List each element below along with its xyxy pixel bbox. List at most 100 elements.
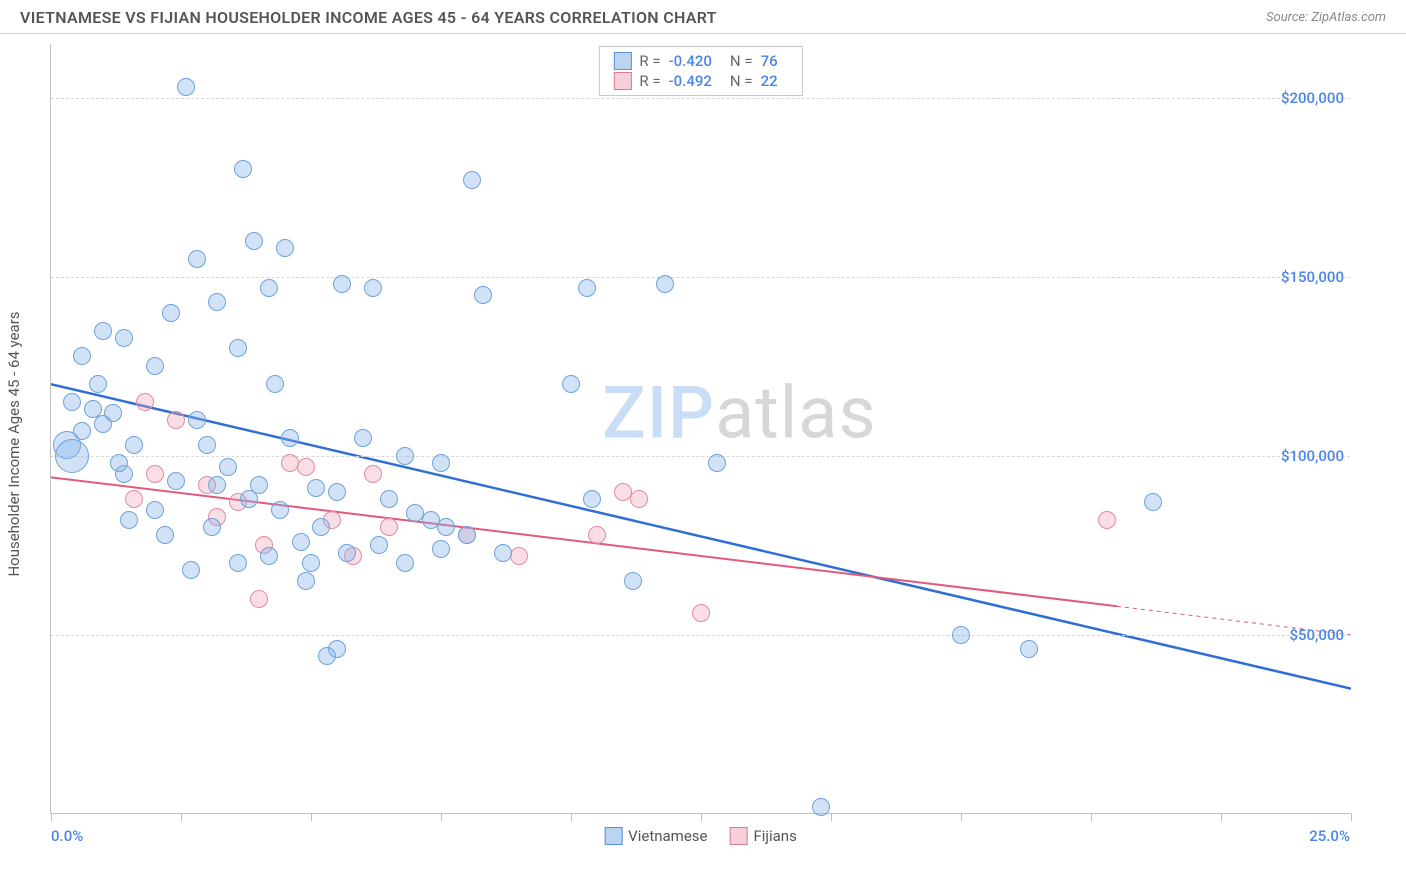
legend-row-pink: R = -0.492 N = 22 <box>613 71 787 91</box>
source-attribution: Source: ZipAtlas.com <box>1266 10 1386 25</box>
data-point <box>203 518 221 536</box>
data-point <box>588 526 606 544</box>
x-tick <box>181 813 182 821</box>
data-point <box>245 232 263 250</box>
legend-row-blue: R = -0.420 N = 76 <box>613 51 787 71</box>
watermark-part1: ZIP <box>602 371 715 456</box>
correlation-legend: R = -0.420 N = 76 R = -0.492 N = 22 <box>598 46 802 96</box>
data-point <box>458 526 476 544</box>
n-label: N = <box>730 72 753 90</box>
data-point <box>583 490 601 508</box>
data-point <box>562 375 580 393</box>
legend-label-fijians: Fijians <box>753 827 796 845</box>
y-axis-label: Householder Income Ages 45 - 64 years <box>5 311 23 576</box>
data-point <box>380 490 398 508</box>
data-point <box>266 375 284 393</box>
data-point <box>292 533 310 551</box>
data-point <box>692 604 710 622</box>
data-point <box>297 458 315 476</box>
swatch-blue-icon <box>604 827 622 845</box>
y-tick-label: $100,000 <box>1281 447 1344 465</box>
data-point <box>318 647 336 665</box>
data-point <box>463 171 481 189</box>
gridline <box>51 98 1350 99</box>
r-value-blue: -0.420 <box>669 52 712 70</box>
x-tick <box>571 813 572 821</box>
n-value-blue: 76 <box>761 52 778 70</box>
swatch-pink-icon <box>729 827 747 845</box>
r-label: R = <box>639 72 660 90</box>
data-point <box>89 375 107 393</box>
x-tick <box>441 813 442 821</box>
data-point <box>198 436 216 454</box>
data-point <box>250 590 268 608</box>
chart-title: VIETNAMESE VS FIJIAN HOUSEHOLDER INCOME … <box>20 8 717 27</box>
data-point <box>328 483 346 501</box>
data-point <box>952 626 970 644</box>
data-point <box>297 572 315 590</box>
data-point <box>812 798 830 816</box>
y-tick-label: $150,000 <box>1281 268 1344 286</box>
data-point <box>656 275 674 293</box>
data-point <box>125 490 143 508</box>
data-point <box>307 479 325 497</box>
data-point <box>94 415 112 433</box>
data-point <box>146 501 164 519</box>
data-point <box>125 436 143 454</box>
data-point <box>474 286 492 304</box>
x-tick <box>1221 813 1222 821</box>
x-axis-max-label: 25.0% <box>1309 827 1350 845</box>
swatch-blue-icon <box>613 52 631 70</box>
chart-area: Householder Income Ages 45 - 64 years ZI… <box>50 44 1386 844</box>
gridline <box>51 635 1350 636</box>
data-point <box>354 429 372 447</box>
data-point <box>338 544 356 562</box>
data-point <box>578 279 596 297</box>
data-point <box>240 490 258 508</box>
data-point <box>208 476 226 494</box>
data-point <box>370 536 388 554</box>
data-point <box>188 411 206 429</box>
data-point <box>333 275 351 293</box>
data-point <box>115 329 133 347</box>
watermark-part2: atlas <box>715 371 877 456</box>
data-point <box>302 554 320 572</box>
data-point <box>136 393 154 411</box>
data-point <box>510 547 528 565</box>
watermark: ZIPatlas <box>602 371 876 456</box>
data-point <box>156 526 174 544</box>
gridline <box>51 456 1350 457</box>
x-tick <box>51 813 52 821</box>
data-point <box>146 357 164 375</box>
data-point <box>437 518 455 536</box>
data-point <box>380 518 398 536</box>
n-value-pink: 22 <box>761 72 778 90</box>
x-tick <box>831 813 832 821</box>
data-point <box>494 544 512 562</box>
data-point <box>110 454 128 472</box>
data-point <box>260 547 278 565</box>
trendline-layer <box>51 44 1351 814</box>
data-point <box>396 447 414 465</box>
data-point <box>432 540 450 558</box>
data-point <box>1020 640 1038 658</box>
n-label: N = <box>730 52 753 70</box>
x-tick <box>701 813 702 821</box>
r-label: R = <box>639 52 660 70</box>
data-point <box>73 347 91 365</box>
data-point <box>312 518 330 536</box>
data-point <box>229 554 247 572</box>
data-point <box>708 454 726 472</box>
data-point <box>219 458 237 476</box>
swatch-pink-icon <box>613 72 631 90</box>
x-tick <box>961 813 962 821</box>
data-point <box>396 554 414 572</box>
data-point <box>1098 511 1116 529</box>
data-point <box>182 561 200 579</box>
data-point <box>146 465 164 483</box>
legend-label-vietnamese: Vietnamese <box>628 827 707 845</box>
r-value-pink: -0.492 <box>669 72 712 90</box>
x-tick <box>1351 813 1352 821</box>
data-point <box>55 439 89 473</box>
data-point <box>120 511 138 529</box>
